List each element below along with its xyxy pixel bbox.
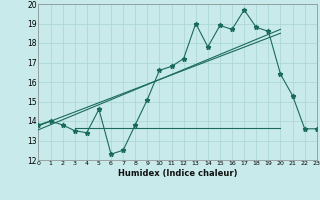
X-axis label: Humidex (Indice chaleur): Humidex (Indice chaleur) [118, 169, 237, 178]
